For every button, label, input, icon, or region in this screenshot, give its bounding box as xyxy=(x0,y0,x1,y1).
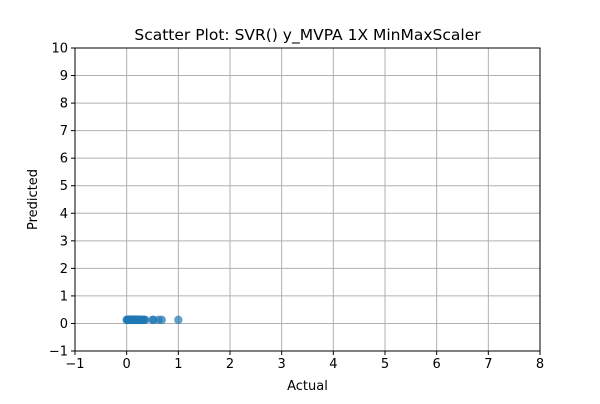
y-axis-ticks: −1 0 1 2 3 4 5 6 7 8 9 10 xyxy=(49,42,75,360)
y-axis-title: Predicted xyxy=(26,169,41,230)
y-tick-label: 7 xyxy=(60,124,68,139)
y-tick-label: 2 xyxy=(60,262,68,277)
x-tick-label: 4 xyxy=(329,357,337,372)
x-tick-label: 8 xyxy=(536,357,544,372)
data-point xyxy=(157,315,166,325)
x-tick-label: 1 xyxy=(174,357,182,372)
x-tick-label: 3 xyxy=(278,357,286,372)
data-point xyxy=(141,315,150,325)
x-tick-label: 5 xyxy=(381,357,389,372)
x-tick-label: 7 xyxy=(484,357,492,372)
y-tick-label: 10 xyxy=(51,42,68,57)
y-tick-label: −1 xyxy=(49,345,68,360)
data-points xyxy=(122,315,183,325)
y-tick-label: 5 xyxy=(60,179,68,194)
x-axis-title: Actual xyxy=(287,379,328,394)
y-tick-label: 6 xyxy=(60,152,68,167)
data-point xyxy=(174,315,183,325)
x-tick-label: −1 xyxy=(65,357,84,372)
y-tick-label: 9 xyxy=(60,69,68,84)
plot-frame xyxy=(74,47,541,352)
y-tick-label: 0 xyxy=(60,317,68,332)
x-tick-label: 6 xyxy=(433,357,441,372)
x-axis-ticks: −1 0 1 2 3 4 5 6 7 8 xyxy=(65,351,544,372)
y-tick-label: 1 xyxy=(60,289,68,304)
y-tick-label: 4 xyxy=(60,207,68,222)
y-tick-label: 8 xyxy=(60,97,68,112)
chart-title: Scatter Plot: SVR() y_MVPA 1X MinMaxScal… xyxy=(134,26,481,45)
x-tick-label: 0 xyxy=(123,357,131,372)
y-tick-label: 3 xyxy=(60,234,68,249)
grid xyxy=(74,47,541,352)
x-tick-label: 2 xyxy=(226,357,234,372)
